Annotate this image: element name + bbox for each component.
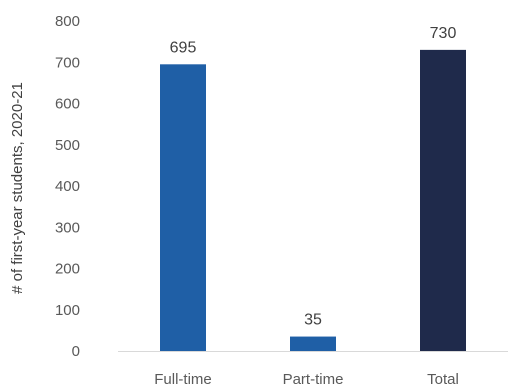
y-tick-label: 200 <box>55 261 80 278</box>
bar-full-time <box>160 64 206 351</box>
bars <box>160 49 466 351</box>
data-label: 695 <box>170 39 197 56</box>
y-tick-label: 600 <box>55 96 80 113</box>
y-tick-label: 800 <box>55 13 80 30</box>
y-axis-ticks: 0 100 200 300 400 500 600 700 800 <box>55 13 80 360</box>
x-axis-ticks: Full-time Part-time Total <box>154 371 459 387</box>
data-label: 35 <box>304 312 322 329</box>
bar-part-time <box>290 336 336 351</box>
y-tick-label: 300 <box>55 219 80 236</box>
y-axis-label: # of first-year students, 2020-21 <box>9 82 26 294</box>
data-labels: 695 35 730 <box>170 25 457 329</box>
bar-total <box>420 49 466 351</box>
y-tick-label: 0 <box>72 343 80 360</box>
x-tick-label: Total <box>427 371 459 387</box>
y-tick-label: 400 <box>55 178 80 195</box>
y-tick-label: 700 <box>55 54 80 71</box>
data-label: 730 <box>430 25 457 42</box>
y-tick-label: 500 <box>55 137 80 154</box>
x-tick-label: Part-time <box>283 371 344 387</box>
y-tick-label: 100 <box>55 302 80 319</box>
x-tick-label: Full-time <box>154 371 212 387</box>
